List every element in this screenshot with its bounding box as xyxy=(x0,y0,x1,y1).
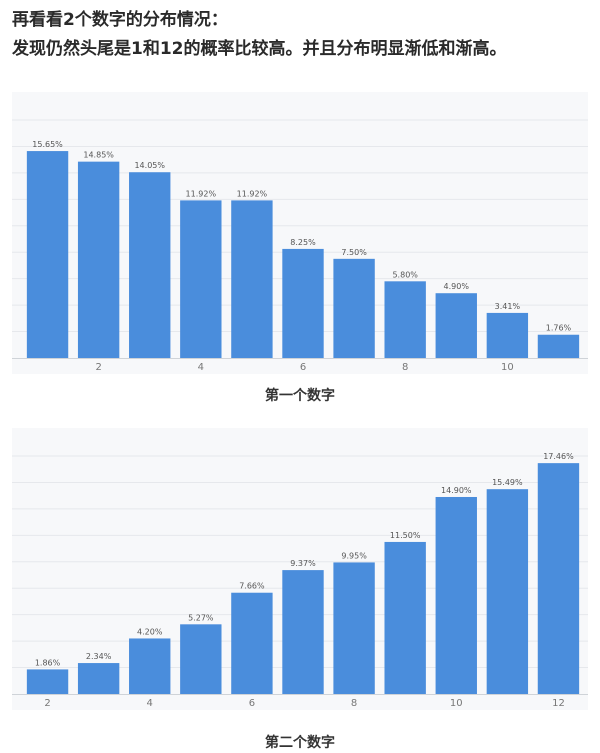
chart2-x-tick: 10 xyxy=(450,698,463,709)
chart2-value-label: 17.46% xyxy=(543,452,574,461)
chart1-value-label: 4.90% xyxy=(444,282,470,291)
chart1-bar xyxy=(486,312,529,358)
chart1-value-label: 5.80% xyxy=(392,270,418,279)
chart-first-digit-title: 第一个数字 xyxy=(265,388,335,404)
chart2-x-tick: 2 xyxy=(44,698,50,709)
chart2-value-label: 7.66% xyxy=(239,582,265,591)
chart-second-digit-title: 第二个数字 xyxy=(265,735,335,751)
chart2-bar xyxy=(384,541,426,694)
chart2-bar xyxy=(537,463,580,694)
chart2-bar xyxy=(129,638,171,694)
chart1-value-label: 14.05% xyxy=(134,161,165,170)
chart1-bar xyxy=(231,200,273,358)
chart2-bar xyxy=(435,496,477,694)
intro-text: 再看看2个数字的分布情况： 发现仍然头尾是1和12的概率比较高。并且分布明显渐低… xyxy=(12,6,592,64)
chart1-bar xyxy=(537,334,580,358)
chart2-x-tick: 4 xyxy=(147,698,153,709)
chart1-bar xyxy=(282,248,324,358)
chart1-bar xyxy=(129,172,171,358)
chart1-bar xyxy=(435,293,477,358)
chart1-x-tick: 6 xyxy=(300,362,306,373)
chart1-x-tick: 8 xyxy=(402,362,408,373)
chart1-value-label: 1.76% xyxy=(546,324,572,333)
chart1-value-label: 11.92% xyxy=(237,189,268,198)
chart2-value-label: 1.86% xyxy=(35,658,61,667)
chart2-bar xyxy=(180,624,222,694)
chart1-bar xyxy=(77,161,120,358)
chart1-x-tick: 4 xyxy=(198,362,204,373)
chart1-bar xyxy=(384,281,426,358)
chart2-value-label: 2.34% xyxy=(86,652,112,661)
chart1-value-label: 11.92% xyxy=(186,189,217,198)
chart-second-digit-svg: 1.86% 2 2.34% 4.20% 4 5.27% 7.66% 6 9.37% 9.95% 8 1… xyxy=(12,452,588,709)
chart2-bar xyxy=(333,562,375,694)
chart2-bar xyxy=(231,592,273,694)
chart2-bar xyxy=(486,489,529,694)
chart1-value-label: 8.25% xyxy=(290,238,316,247)
chart-first-digit: 15.65% 14.85% 2 14.05% 11.92% 4 11.92% 8.25% 6 7.… xyxy=(12,92,588,374)
chart-second-digit: 1.86% 2 2.34% 4.20% 4 5.27% 7.66% 6 9.37% 9.95% 8 1… xyxy=(12,428,588,710)
chart2-bar xyxy=(77,663,120,694)
chart1-bar xyxy=(180,200,222,358)
chart2-value-label: 11.50% xyxy=(390,531,421,540)
chart2-value-label: 9.37% xyxy=(290,559,316,568)
chart2-value-label: 5.27% xyxy=(188,613,214,622)
chart1-value-label: 3.41% xyxy=(495,302,521,311)
chart2-x-tick: 8 xyxy=(351,698,357,709)
intro-line-2: 发现仍然头尾是1和12的概率比较高。并且分布明显渐低和渐高。 xyxy=(12,39,507,59)
chart1-value-label: 7.50% xyxy=(341,248,367,257)
chart2-value-label: 9.95% xyxy=(341,551,367,560)
chart2-bar xyxy=(282,570,324,694)
chart1-bar xyxy=(26,151,69,358)
chart1-x-tick: 10 xyxy=(501,362,514,373)
chart2-bar xyxy=(26,669,69,694)
chart1-bar xyxy=(333,258,375,358)
chart1-value-label: 14.85% xyxy=(83,151,114,160)
chart2-value-label: 14.90% xyxy=(441,486,472,495)
chart2-x-tick: 12 xyxy=(552,698,565,709)
chart2-x-tick: 6 xyxy=(249,698,255,709)
chart2-value-label: 4.20% xyxy=(137,627,163,636)
chart-first-digit-svg: 15.65% 14.85% 2 14.05% 11.92% 4 11.92% 8.25% 6 7.… xyxy=(12,119,588,373)
chart2-value-label: 15.49% xyxy=(492,478,523,487)
chart1-x-tick: 2 xyxy=(95,362,101,373)
chart1-value-label: 15.65% xyxy=(32,140,63,149)
intro-line-1: 再看看2个数字的分布情况： xyxy=(12,10,228,30)
